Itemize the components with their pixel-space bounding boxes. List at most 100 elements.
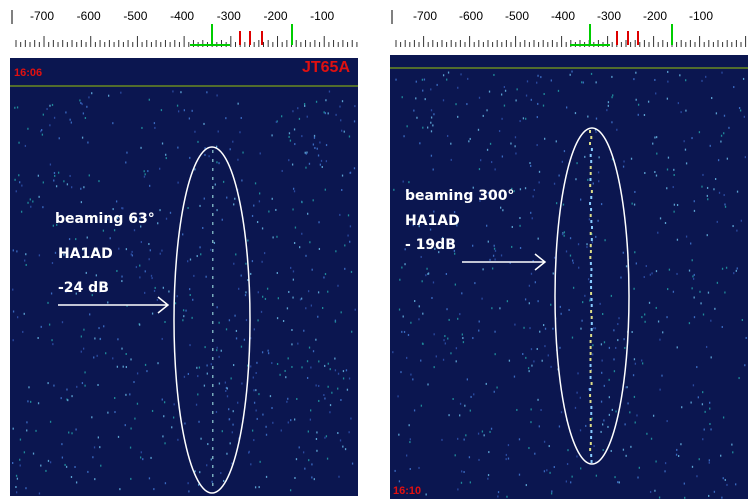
noise-dot xyxy=(610,449,612,452)
noise-dot xyxy=(531,217,533,220)
noise-dot xyxy=(494,249,497,252)
noise-dot xyxy=(125,353,127,356)
noise-dot xyxy=(266,287,269,290)
noise-dot xyxy=(481,430,484,433)
noise-dot xyxy=(151,312,154,315)
noise-dot xyxy=(454,283,457,286)
noise-dot xyxy=(301,201,303,204)
noise-dot xyxy=(467,77,469,80)
noise-dot xyxy=(210,363,212,366)
noise-dot xyxy=(183,109,186,112)
noise-dot xyxy=(493,73,495,76)
noise-dot xyxy=(338,475,340,478)
noise-dot xyxy=(593,445,595,448)
noise-dot xyxy=(37,337,39,340)
noise-dot xyxy=(554,256,556,259)
noise-dot xyxy=(709,144,711,147)
noise-dot xyxy=(478,329,480,332)
noise-dot xyxy=(105,352,107,355)
noise-dot xyxy=(733,86,735,89)
noise-dot xyxy=(144,363,147,366)
noise-dot xyxy=(198,366,201,369)
noise-dot xyxy=(430,121,432,124)
noise-dot xyxy=(576,391,578,394)
noise-dot xyxy=(140,146,142,149)
noise-dot xyxy=(680,111,682,114)
noise-dot xyxy=(280,429,282,432)
noise-dot xyxy=(289,489,292,492)
noise-dot xyxy=(183,375,186,378)
noise-dot xyxy=(423,78,426,81)
noise-dot xyxy=(329,404,332,407)
noise-dot xyxy=(343,130,345,133)
noise-dot xyxy=(143,170,145,173)
noise-dot xyxy=(698,131,701,134)
noise-dot xyxy=(223,479,225,482)
noise-dot xyxy=(84,117,87,120)
noise-dot xyxy=(60,397,62,400)
noise-dot xyxy=(312,199,314,202)
noise-dot xyxy=(550,492,553,495)
noise-dot xyxy=(140,241,143,244)
noise-dot xyxy=(95,274,97,277)
noise-dot xyxy=(654,136,656,139)
time-label: 16:06 xyxy=(14,67,42,79)
noise-dot xyxy=(49,420,52,423)
signal-trace xyxy=(590,436,593,439)
noise-dot xyxy=(509,261,511,264)
noise-dot xyxy=(303,103,306,106)
noise-dot xyxy=(173,403,175,406)
noise-dot xyxy=(444,335,446,338)
noise-dot xyxy=(505,458,507,461)
noise-dot xyxy=(323,276,325,279)
signal-trace xyxy=(590,322,593,325)
noise-dot xyxy=(474,282,476,285)
noise-dot xyxy=(323,394,325,397)
noise-dot xyxy=(649,490,652,493)
noise-dot xyxy=(576,455,578,458)
noise-dot xyxy=(481,297,483,300)
noise-dot xyxy=(86,236,88,239)
noise-dot xyxy=(435,355,437,358)
signal-trace xyxy=(212,177,214,180)
noise-dot xyxy=(22,330,24,333)
noise-dot xyxy=(563,234,565,237)
noise-dot xyxy=(430,109,433,112)
noise-dot xyxy=(95,249,97,252)
noise-dot xyxy=(299,246,301,249)
noise-dot xyxy=(26,421,28,424)
noise-dot xyxy=(216,346,218,349)
noise-dot xyxy=(649,273,651,276)
noise-dot xyxy=(16,250,18,253)
noise-dot xyxy=(67,399,69,402)
noise-dot xyxy=(685,235,688,238)
noise-dot xyxy=(540,76,542,79)
noise-dot xyxy=(240,274,242,277)
noise-dot xyxy=(348,135,351,138)
noise-dot xyxy=(569,73,571,76)
noise-dot xyxy=(466,103,468,106)
noise-dot xyxy=(169,211,172,214)
noise-dot xyxy=(430,88,432,91)
noise-dot xyxy=(635,71,637,74)
noise-dot xyxy=(65,465,68,468)
noise-dot xyxy=(742,77,745,80)
noise-dot xyxy=(584,155,586,158)
noise-dot xyxy=(325,160,328,163)
noise-dot xyxy=(237,102,239,105)
noise-dot xyxy=(295,458,298,461)
noise-dot xyxy=(228,418,231,421)
noise-dot xyxy=(626,386,628,389)
noise-dot xyxy=(75,481,78,484)
noise-dot xyxy=(271,197,273,200)
signal-trace xyxy=(212,447,214,450)
noise-dot xyxy=(598,156,600,159)
noise-dot xyxy=(723,194,725,197)
noise-dot xyxy=(477,432,480,435)
noise-dot xyxy=(251,214,254,217)
noise-dot xyxy=(643,113,646,116)
noise-dot xyxy=(494,353,496,356)
noise-dot xyxy=(207,443,209,446)
noise-dot xyxy=(300,297,303,300)
signal-trace xyxy=(589,418,592,421)
